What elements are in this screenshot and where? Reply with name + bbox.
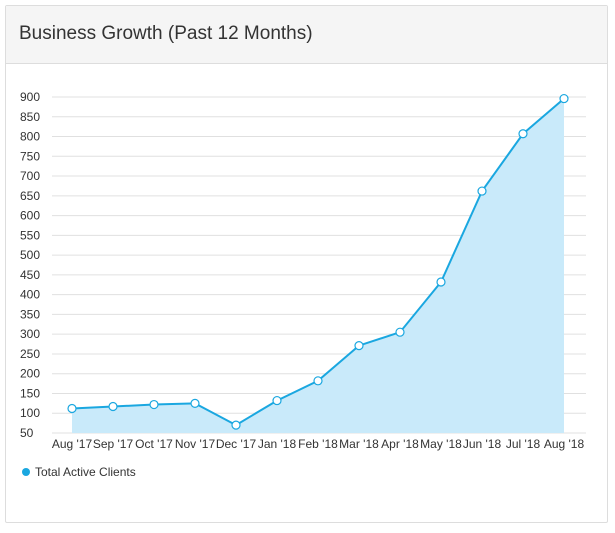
x-tick-label: Nov '17 xyxy=(175,437,216,451)
x-tick-label: Mar '18 xyxy=(339,437,379,451)
data-point[interactable] xyxy=(559,93,569,104)
x-tick-label: Apr '18 xyxy=(381,437,419,451)
x-tick-label: Jul '18 xyxy=(506,437,541,451)
y-tick-label: 100 xyxy=(20,406,40,420)
legend-label: Total Active Clients xyxy=(35,465,136,479)
y-tick-label: 600 xyxy=(20,209,40,223)
y-tick-label: 800 xyxy=(20,130,40,144)
y-tick-label: 200 xyxy=(20,367,40,381)
data-point[interactable] xyxy=(395,327,405,337)
x-tick-label: Jan '18 xyxy=(258,437,297,451)
data-point[interactable] xyxy=(354,341,364,351)
x-tick-label: Jun '18 xyxy=(463,437,502,451)
y-tick-label: 400 xyxy=(20,288,40,302)
data-point[interactable] xyxy=(190,398,200,408)
x-tick-label: Aug '18 xyxy=(544,437,585,451)
x-tick-label: May '18 xyxy=(420,437,462,451)
series-area-total-active-clients xyxy=(72,98,564,433)
data-point[interactable] xyxy=(231,420,241,430)
x-tick-label: Feb '18 xyxy=(298,437,338,451)
y-tick-label: 350 xyxy=(20,307,40,321)
y-tick-label: 50 xyxy=(20,426,34,440)
legend[interactable]: Total Active Clients xyxy=(22,464,136,480)
data-point[interactable] xyxy=(313,376,323,386)
x-tick-label: Oct '17 xyxy=(135,437,173,451)
y-tick-label: 550 xyxy=(20,228,40,242)
y-tick-label: 150 xyxy=(20,386,40,400)
panel-header: Business Growth (Past 12 Months) xyxy=(6,6,607,64)
y-tick-label: 650 xyxy=(20,189,40,203)
y-tick-label: 500 xyxy=(20,248,40,262)
data-point[interactable] xyxy=(108,401,118,412)
y-tick-label: 750 xyxy=(20,149,40,163)
data-points xyxy=(67,93,569,430)
x-tick-label: Dec '17 xyxy=(216,437,257,451)
data-point[interactable] xyxy=(67,403,77,414)
legend-marker-icon xyxy=(22,468,30,476)
data-point[interactable] xyxy=(518,129,528,139)
x-axis: Aug '17 Sep '17 Oct '17 Nov '17 Dec '17 Jan '… xyxy=(52,437,585,451)
panel-title: Business Growth (Past 12 Months) xyxy=(19,23,313,44)
x-tick-label: Aug '17 xyxy=(52,437,93,451)
data-point[interactable] xyxy=(272,395,282,406)
data-point[interactable] xyxy=(436,277,446,287)
y-tick-label: 450 xyxy=(20,268,40,282)
data-point[interactable] xyxy=(477,186,487,196)
x-tick-label: Sep '17 xyxy=(93,437,134,451)
data-point[interactable] xyxy=(149,399,159,410)
y-tick-label: 900 xyxy=(20,90,40,104)
y-tick-label: 300 xyxy=(20,327,40,341)
y-tick-label: 850 xyxy=(20,110,40,124)
y-tick-label: 700 xyxy=(20,169,40,183)
y-axis: 50 100 150 200 250 300 350 400 450 500 550 600 650 70… xyxy=(20,90,40,440)
y-tick-label: 250 xyxy=(20,347,40,361)
